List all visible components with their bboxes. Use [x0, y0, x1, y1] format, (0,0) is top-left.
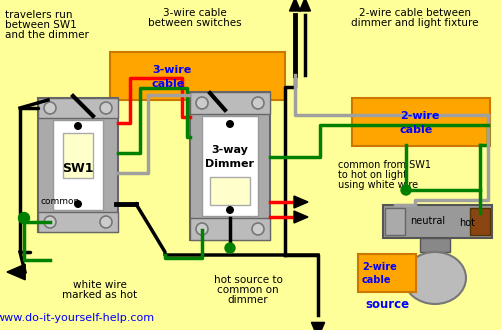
Bar: [419, 238, 449, 252]
Text: source: source: [364, 298, 408, 311]
Bar: [351, 98, 489, 146]
Bar: [189, 218, 270, 240]
Circle shape: [74, 200, 82, 208]
Text: travelers run: travelers run: [5, 10, 72, 20]
Polygon shape: [299, 0, 310, 11]
Bar: [189, 92, 270, 240]
Bar: [38, 212, 118, 232]
Text: dimmer and light fixture: dimmer and light fixture: [351, 18, 478, 28]
Circle shape: [74, 122, 82, 130]
Text: using white wire: using white wire: [337, 180, 417, 190]
Polygon shape: [289, 0, 300, 11]
Text: Dimmer: Dimmer: [205, 159, 254, 169]
Text: 3-wire: 3-wire: [152, 65, 191, 75]
Text: to hot on light: to hot on light: [337, 170, 406, 180]
Text: dimmer: dimmer: [227, 295, 268, 305]
Bar: [53, 120, 103, 210]
Text: 3-wire cable: 3-wire cable: [163, 8, 226, 18]
Text: 2-wire: 2-wire: [361, 262, 396, 272]
Polygon shape: [311, 322, 324, 330]
Text: hot source to: hot source to: [213, 275, 282, 285]
Text: between switches: between switches: [148, 18, 241, 28]
Circle shape: [44, 102, 56, 114]
Bar: [382, 205, 491, 238]
Bar: [469, 208, 489, 235]
Circle shape: [44, 216, 56, 228]
Bar: [110, 52, 285, 100]
Bar: [63, 133, 93, 178]
Text: SW1: SW1: [62, 161, 94, 175]
Circle shape: [195, 97, 207, 109]
Bar: [38, 98, 118, 118]
Bar: [38, 98, 118, 232]
Text: common: common: [40, 197, 80, 207]
Circle shape: [400, 185, 410, 195]
Text: common from SW1: common from SW1: [337, 160, 430, 170]
Polygon shape: [294, 211, 308, 223]
Bar: [209, 177, 249, 205]
Circle shape: [100, 102, 112, 114]
Circle shape: [224, 243, 234, 253]
Ellipse shape: [403, 252, 465, 304]
Circle shape: [225, 120, 233, 128]
Text: between SW1: between SW1: [5, 20, 77, 30]
Bar: [189, 92, 270, 114]
Text: 2-wire: 2-wire: [399, 111, 438, 121]
Circle shape: [252, 223, 264, 235]
Text: cable: cable: [399, 125, 432, 135]
Text: neutral: neutral: [410, 216, 445, 226]
Text: 2-wire cable between: 2-wire cable between: [358, 8, 470, 18]
Circle shape: [100, 216, 112, 228]
Text: and the dimmer: and the dimmer: [5, 30, 89, 40]
Text: hot: hot: [458, 218, 474, 228]
Text: cable: cable: [361, 275, 391, 285]
Bar: [201, 116, 258, 216]
Polygon shape: [7, 264, 25, 280]
Circle shape: [252, 97, 264, 109]
Text: common on: common on: [217, 285, 278, 295]
Text: www.do-it-yourself-help.com: www.do-it-yourself-help.com: [0, 313, 154, 323]
Bar: [357, 254, 415, 292]
Text: marked as hot: marked as hot: [62, 290, 137, 300]
Polygon shape: [294, 196, 308, 208]
Bar: [384, 208, 404, 235]
Text: 3-way: 3-way: [211, 145, 248, 155]
Circle shape: [195, 223, 207, 235]
Circle shape: [225, 206, 233, 214]
Circle shape: [19, 213, 30, 223]
Text: cable: cable: [152, 79, 185, 89]
Text: white wire: white wire: [73, 280, 127, 290]
